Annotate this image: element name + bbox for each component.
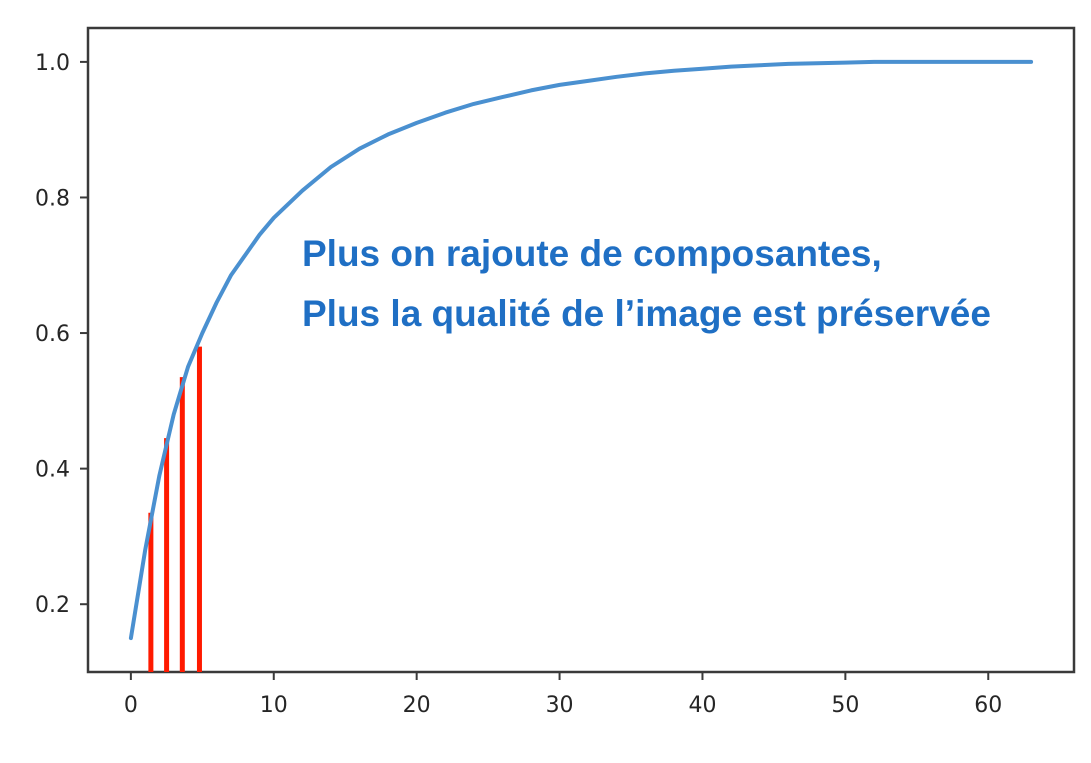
x-tick-label: 10: [260, 693, 288, 718]
y-tick-label: 0.6: [35, 322, 70, 347]
series-line: [128, 59, 1034, 641]
y-tick-label: 0.4: [35, 458, 70, 483]
x-tick-label: 40: [688, 693, 716, 718]
x-tick-label: 60: [974, 693, 1002, 718]
x-tick-label: 30: [546, 693, 574, 718]
plot-frame: [86, 26, 1076, 674]
x-tick-label: 50: [831, 693, 859, 718]
x-tick-label: 20: [403, 693, 431, 718]
y-axis: 0.2 0.4 0.6 0.8 1.0: [35, 51, 88, 618]
series-group: [128, 59, 1034, 641]
annotation-line-1: Plus on rajoute de composantes,: [302, 233, 882, 274]
annotation-line-2: Plus la qualité de l’image est préservée: [302, 293, 991, 334]
y-tick-label: 1.0: [35, 51, 70, 76]
marker-lines: [148, 346, 202, 672]
y-tick-label: 0.2: [35, 593, 70, 618]
x-tick-label: 0: [124, 693, 138, 718]
x-axis: 0 10 20 30 40 50 60: [124, 672, 1002, 718]
y-tick-label: 0.8: [35, 186, 70, 211]
